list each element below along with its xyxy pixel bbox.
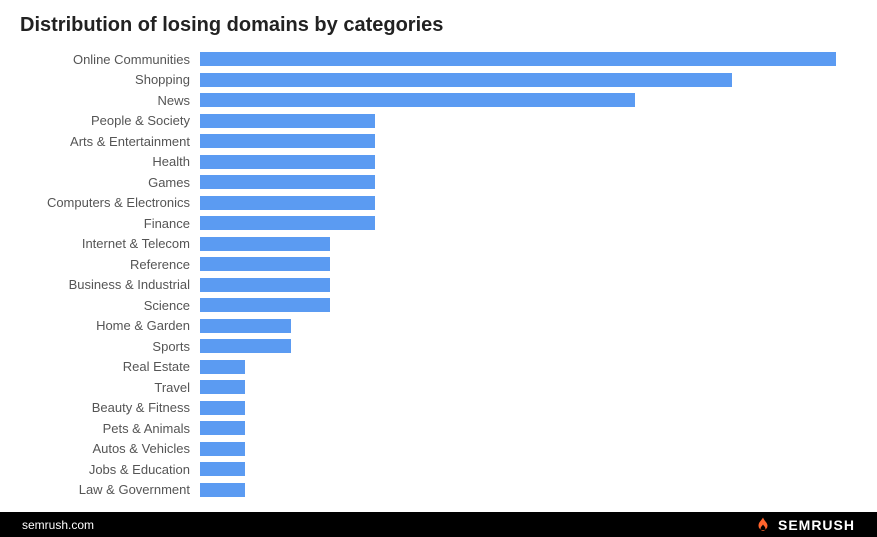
bar-track (200, 298, 849, 312)
brand-text: SEMRUSH (778, 517, 855, 533)
bar-rows-container: Online Communities Shopping News People & S… (20, 49, 849, 500)
bar-track (200, 360, 849, 374)
bar-row: Law & Government (20, 480, 849, 501)
bar-row: Sports (20, 336, 849, 357)
fire-icon (754, 516, 772, 534)
bar (200, 421, 245, 435)
bar-label: Health (20, 154, 200, 169)
bar-label: Jobs & Education (20, 462, 200, 477)
bar-label: Home & Garden (20, 318, 200, 333)
page-root: Distribution of losing domains by catego… (0, 0, 877, 537)
bar-label: Computers & Electronics (20, 195, 200, 210)
bar-row: Internet & Telecom (20, 234, 849, 255)
chart-area: Distribution of losing domains by catego… (0, 0, 877, 512)
bar-row: News (20, 90, 849, 111)
bar-label: Law & Government (20, 482, 200, 497)
bar-label: People & Society (20, 113, 200, 128)
bar-track (200, 483, 849, 497)
bar (200, 401, 245, 415)
bar-track (200, 278, 849, 292)
bar (200, 319, 291, 333)
bar-row: Beauty & Fitness (20, 398, 849, 419)
bar (200, 360, 245, 374)
bar-row: Jobs & Education (20, 459, 849, 480)
bar-row: Arts & Entertainment (20, 131, 849, 152)
bar-row: Reference (20, 254, 849, 275)
bar-row: Autos & Vehicles (20, 439, 849, 460)
bar-track (200, 380, 849, 394)
bar-track (200, 257, 849, 271)
bar-row: Shopping (20, 70, 849, 91)
bar-row: Business & Industrial (20, 275, 849, 296)
bar-track (200, 114, 849, 128)
bar-label: Internet & Telecom (20, 236, 200, 251)
bar-row: People & Society (20, 111, 849, 132)
bar (200, 134, 375, 148)
bar-track (200, 401, 849, 415)
bar (200, 155, 375, 169)
bar-track (200, 216, 849, 230)
bar-label: News (20, 93, 200, 108)
bar (200, 483, 245, 497)
bar-row: Health (20, 152, 849, 173)
bar-row: Science (20, 295, 849, 316)
bar-row: Online Communities (20, 49, 849, 70)
bar-label: Business & Industrial (20, 277, 200, 292)
bar-track (200, 93, 849, 107)
bar-label: Sports (20, 339, 200, 354)
bar (200, 93, 635, 107)
bar (200, 298, 330, 312)
bar (200, 114, 375, 128)
bar (200, 257, 330, 271)
bar-track (200, 175, 849, 189)
bar (200, 442, 245, 456)
bar (200, 216, 375, 230)
bar-label: Real Estate (20, 359, 200, 374)
footer-source: semrush.com (22, 518, 94, 532)
bar-row: Games (20, 172, 849, 193)
footer: semrush.com SEMRUSH (0, 512, 877, 537)
bar-label: Science (20, 298, 200, 313)
bar-row: Home & Garden (20, 316, 849, 337)
bar-label: Travel (20, 380, 200, 395)
bar-row: Real Estate (20, 357, 849, 378)
bar (200, 237, 330, 251)
bar-row: Finance (20, 213, 849, 234)
bar-label: Online Communities (20, 52, 200, 67)
bar-track (200, 319, 849, 333)
bar-label: Games (20, 175, 200, 190)
bar-label: Pets & Animals (20, 421, 200, 436)
bar-track (200, 196, 849, 210)
bar-track (200, 73, 849, 87)
bar-track (200, 155, 849, 169)
bar-row: Computers & Electronics (20, 193, 849, 214)
bar-track (200, 339, 849, 353)
bar-label: Arts & Entertainment (20, 134, 200, 149)
bar-row: Travel (20, 377, 849, 398)
chart-title: Distribution of losing domains by catego… (20, 14, 849, 37)
bar-row: Pets & Animals (20, 418, 849, 439)
bar (200, 52, 836, 66)
bar-label: Shopping (20, 72, 200, 87)
bar (200, 175, 375, 189)
bar (200, 380, 245, 394)
footer-brand: SEMRUSH (754, 516, 855, 534)
bar-track (200, 421, 849, 435)
bar (200, 73, 732, 87)
bar-track (200, 134, 849, 148)
bar (200, 339, 291, 353)
bar (200, 462, 245, 476)
bar-track (200, 462, 849, 476)
bar-label: Autos & Vehicles (20, 441, 200, 456)
bar-label: Reference (20, 257, 200, 272)
bar-label: Beauty & Fitness (20, 400, 200, 415)
bar-track (200, 442, 849, 456)
bar-label: Finance (20, 216, 200, 231)
bar-track (200, 237, 849, 251)
bar-track (200, 52, 849, 66)
bar (200, 278, 330, 292)
bar (200, 196, 375, 210)
